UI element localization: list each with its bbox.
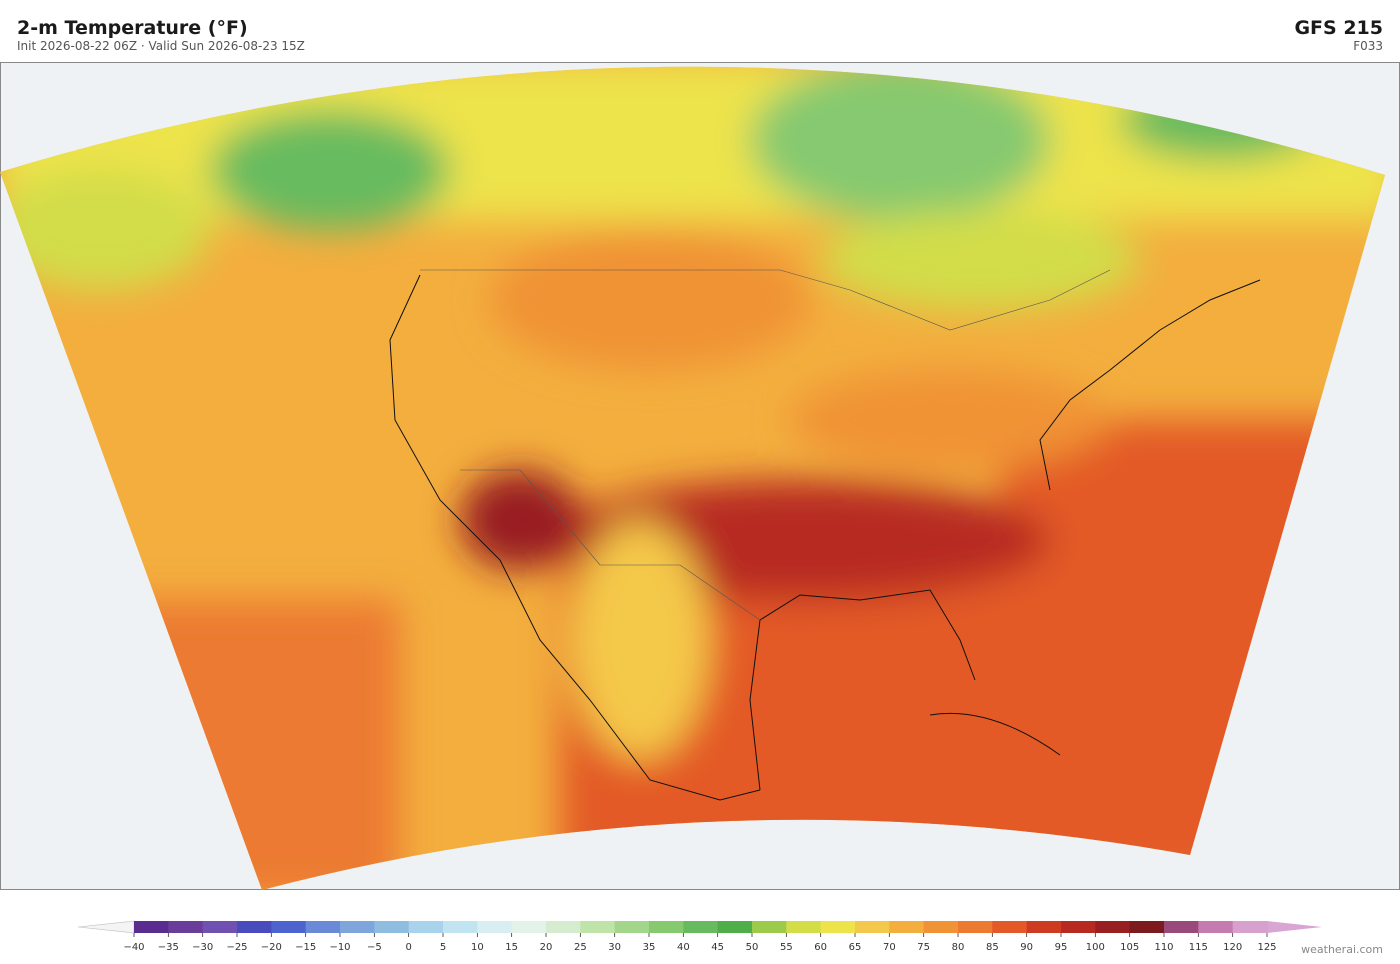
colorbar-tick-label: 55 [780,942,793,953]
colorbar-segment [786,921,822,933]
colorbar-tick-label: 20 [540,942,553,953]
colorbar-tick-label: 15 [505,942,518,953]
colorbar-tick-label: 40 [677,942,690,953]
colorbar-segment [649,921,684,933]
colorbar-segment [855,921,890,933]
colorbar-segment [1164,921,1199,933]
colorbar-segment [889,921,925,933]
colorbar-segment [580,921,616,933]
colorbar-segment [477,921,513,933]
colorbar-segment [1026,921,1062,933]
colorbar-tick-label: 105 [1120,942,1139,953]
subtitle: Init 2026-08-22 06Z · Valid Sun 2026-08-… [17,39,305,53]
colorbar-tick-label: 35 [643,942,656,953]
colorbar-tick-label: 45 [711,942,724,953]
colorbar-segment [202,921,238,933]
colorbar-tick-label: −25 [226,942,247,953]
colorbar-tick-label: 90 [1020,942,1033,953]
colorbar-segment [271,921,307,933]
colorbar-tick-label: 120 [1223,942,1242,953]
colorbar-extend-low [77,920,135,934]
colorbar-tick-label: −20 [261,942,282,953]
colorbar-tick-label: 65 [849,942,862,953]
colorbar-segment [1061,921,1096,933]
colorbar-tick-label: −10 [329,942,350,953]
title: 2-m Temperature (°F) [17,17,248,39]
colorbar-segment [1095,921,1131,933]
colorbar-segment [374,921,410,933]
colorbar-segment [443,921,478,933]
colorbar-tick-label: 85 [986,942,999,953]
coastlines [389,274,1261,801]
colorbar-tick-label: 110 [1154,942,1173,953]
colorbar-segment [717,921,753,933]
colorbar-tick-label: 10 [471,942,484,953]
colorbar-tick-label: 50 [746,942,759,953]
colorbar-segment [923,921,959,933]
colorbar-segment [546,921,581,933]
forecast-hour: F033 [1353,39,1383,53]
colorbar-tick-label: −15 [295,942,316,953]
credit: weatherai.com [1301,943,1383,956]
colorbar-tick-label: −40 [123,942,144,953]
colorbar-segment [1232,921,1268,933]
colorbar-tick-label: 80 [952,942,965,953]
colorbar-segment [168,921,204,933]
colorbar-tick-label: 95 [1055,942,1068,953]
colorbar-segment [1129,921,1165,933]
colorbar-tick-label: 70 [883,942,896,953]
colorbar-tick-label: 60 [814,942,827,953]
colorbar-segment [1198,921,1234,933]
colorbar-segment [958,921,993,933]
colorbar-tick-label: 125 [1257,942,1276,953]
colorbar-segment [134,921,169,933]
colorbar-tick-label: 75 [917,942,930,953]
colorbar-extend-high [1267,921,1322,933]
colorbar-tick-label: 0 [405,942,411,953]
model: GFS 215 [1294,17,1383,39]
colorbar-segment [992,921,1028,933]
colorbar-tick-label: 100 [1086,942,1105,953]
colorbar-tick-label: 5 [440,942,446,953]
colorbar-tick-label: −30 [192,942,213,953]
colorbar-segment [511,921,547,933]
colorbar-segment [237,921,272,933]
colorbar-segment [683,921,719,933]
colorbar-tick-label: 30 [608,942,621,953]
colorbar-tick-label: −35 [158,942,179,953]
colorbar-segment [614,921,650,933]
colorbar-segment [820,921,856,933]
colorbar-segment [305,921,341,933]
colorbar-segment [340,921,375,933]
temperature-field [0,66,1385,890]
colorbar-segment [408,921,444,933]
colorbar-segment [752,921,787,933]
colorbar-tick-label: 25 [574,942,587,953]
borders [420,269,1111,621]
colorbar-tick-label: −5 [367,942,382,953]
colorbar-tick-label: 115 [1189,942,1208,953]
